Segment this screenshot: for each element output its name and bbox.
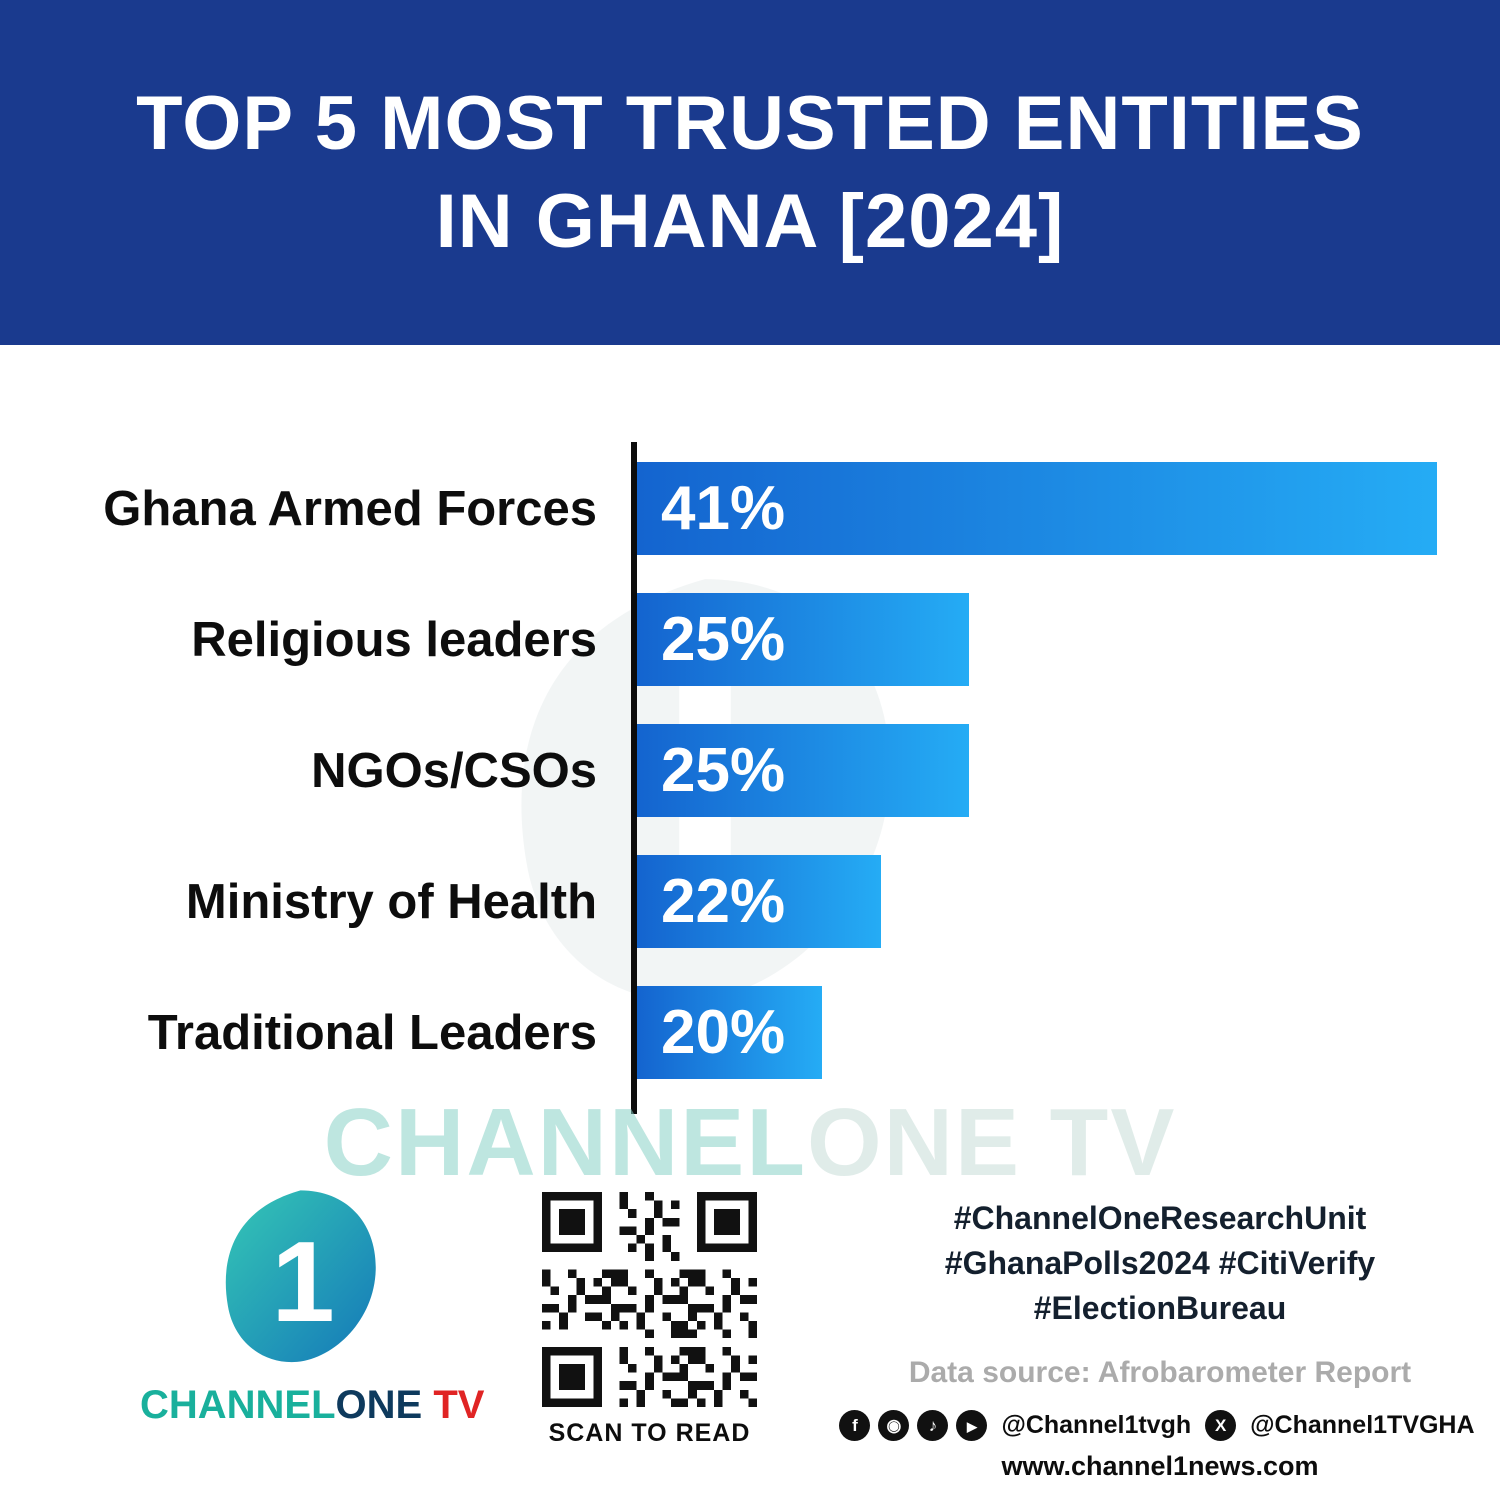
bar-value: 20% [661,998,786,1067]
chart-row: Religious leaders 25% [0,593,1500,686]
hashtag-line-2: #GhanaPolls2024 #CitiVerify [944,1244,1376,1281]
chart-row: Ministry of Health 22% [0,855,1500,948]
title-line-2: IN GHANA [2024] [435,178,1065,264]
bar-value: 25% [661,736,786,805]
social-row: @Channel1tvgh @Channel1TVGHA [839,1410,1475,1442]
wordmark-channel: CHANNEL [140,1383,336,1427]
bar-label: Ghana Armed Forces [103,481,597,536]
youtube-icon [956,1410,988,1442]
qr-block: SCAN TO READ [527,1192,772,1448]
hashtag-line-3: #ElectionBureau [1033,1289,1287,1326]
bar-value: 25% [661,605,786,674]
website-url: www.channel1news.com [1001,1451,1319,1482]
hashtags: #ChannelOneResearchUnit #GhanaPolls2024 … [860,1196,1460,1330]
wordmark-one: ONE [335,1383,423,1427]
bar: 22% [637,855,881,948]
x-icon [1205,1410,1237,1442]
chart-row: Traditional Leaders 20% [0,986,1500,1079]
bar-label: Traditional Leaders [147,1005,597,1060]
social-handle-2: @Channel1TVGHA [1250,1411,1475,1440]
instagram-icon [878,1410,910,1442]
social-handle-1: @Channel1tvgh [1001,1411,1192,1440]
logo-numeral: 1 [271,1219,334,1346]
bar-value: 41% [661,474,786,543]
qr-code [542,1192,757,1407]
info-block: #ChannelOneResearchUnit #GhanaPolls2024 … [839,1196,1475,1482]
header-banner: TOP 5 MOST TRUSTED ENTITIES IN GHANA [20… [0,0,1500,345]
bar-label: Religious leaders [191,612,597,667]
chart-row: Ghana Armed Forces 41% [0,462,1500,555]
page-title: TOP 5 MOST TRUSTED ENTITIES IN GHANA [20… [136,75,1364,270]
chart-axis [631,442,637,1114]
bar: 25% [637,593,969,686]
bar-label: NGOs/CSOs [311,743,597,798]
bar: 25% [637,724,969,817]
bar: 20% [637,986,822,1079]
chart-row: NGOs/CSOs 25% [0,724,1500,817]
data-source: Data source: Afrobarometer Report [908,1356,1412,1390]
bar: 41% [637,462,1437,555]
channel-one-pick-icon: 1 [225,1190,376,1363]
bar-label: Ministry of Health [185,874,597,929]
facebook-icon [839,1410,871,1442]
bar-value: 22% [661,867,786,936]
channel-one-wordmark: CHANNELONE TV [140,1383,484,1428]
wordmark-tv: TV [422,1383,485,1427]
hashtag-line-1: #ChannelOneResearchUnit [953,1200,1367,1236]
channel-one-logo: 1 CHANNELONE TV [140,1185,484,1428]
title-line-1: TOP 5 MOST TRUSTED ENTITIES [136,81,1364,167]
qr-caption: SCAN TO READ [548,1419,751,1447]
bar-chart: Ghana Armed Forces 41% Religious leaders 25… [0,442,1500,1117]
chart-rows: Ghana Armed Forces 41% Religious leaders 25… [0,462,1500,1079]
tiktok-icon [917,1410,949,1442]
